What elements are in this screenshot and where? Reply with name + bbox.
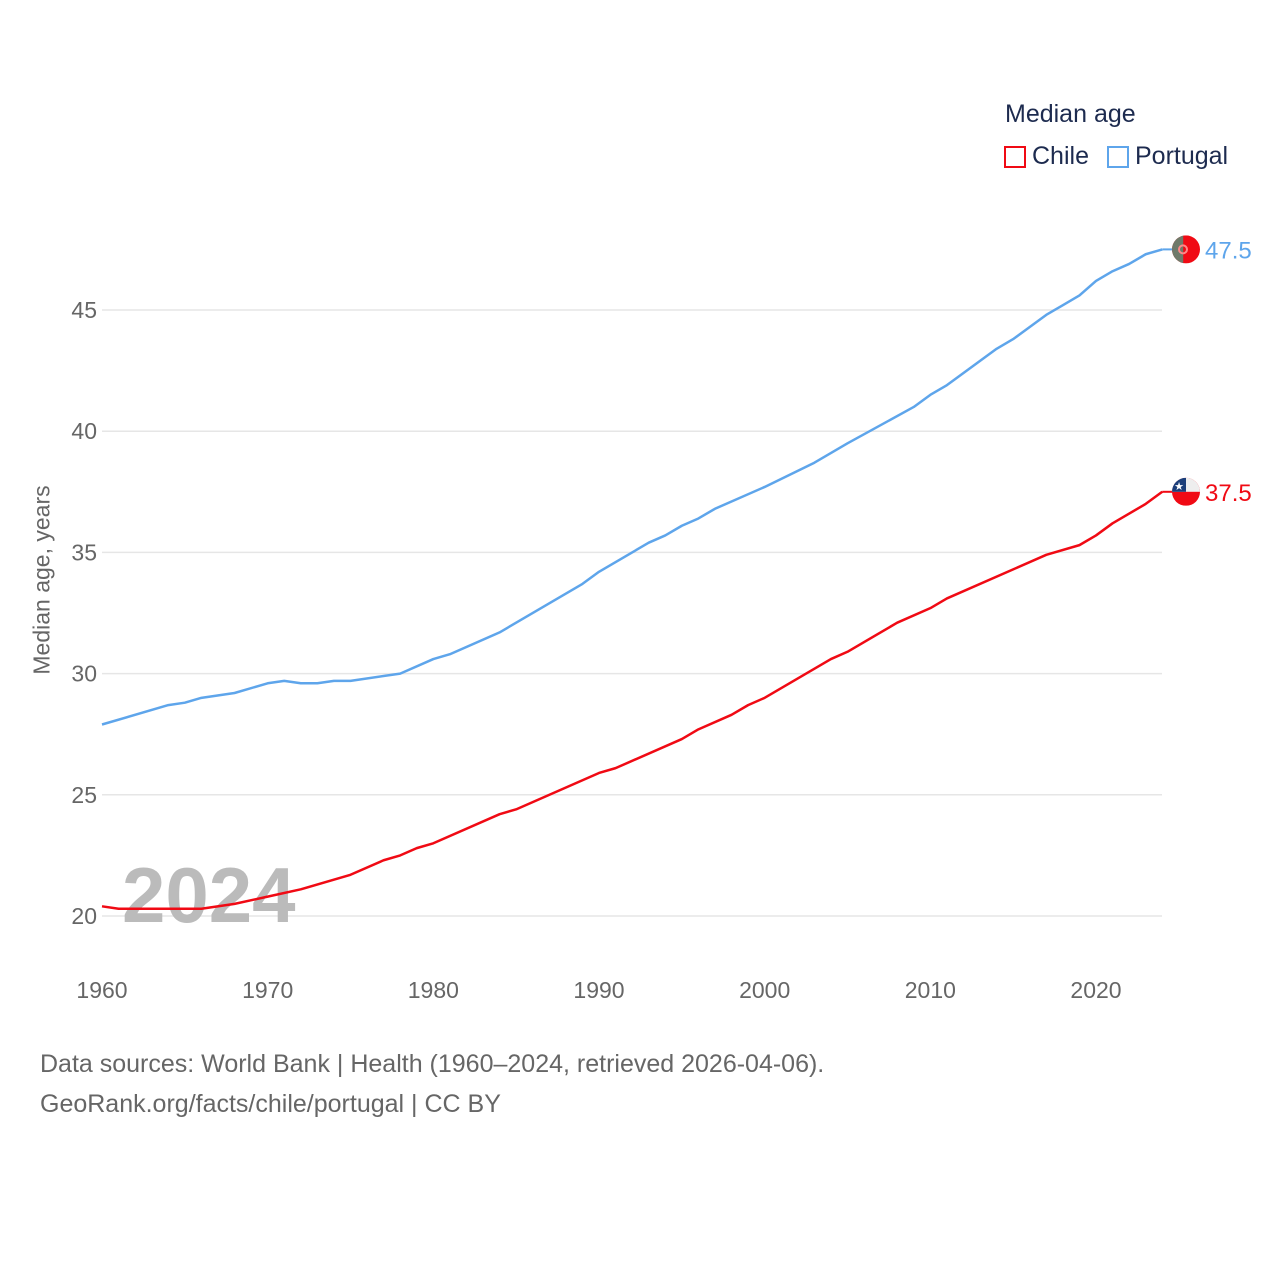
legend-swatch-portugal xyxy=(1106,145,1129,168)
y-tick-label: 30 xyxy=(71,661,97,687)
legend-item-portugal[interactable]: Portugal xyxy=(1106,142,1229,171)
series-end-label-portugal: 47.5 xyxy=(1205,237,1252,264)
x-tick-label: 2010 xyxy=(905,977,956,1003)
legend: Chile Portugal xyxy=(1004,142,1228,171)
source-note: Data sources: World Bank | Health (1960–… xyxy=(40,1044,824,1124)
source-line-1: Data sources: World Bank | Health (1960–… xyxy=(40,1050,825,1078)
y-tick-label: 20 xyxy=(71,903,97,929)
series-line-chile xyxy=(101,490,1164,910)
flag-portugal-icon xyxy=(1172,235,1200,264)
svg-text:★: ★ xyxy=(1174,481,1184,493)
x-tick-label: 1980 xyxy=(408,977,459,1003)
flag-chile-icon: ★ xyxy=(1172,477,1200,506)
x-tick-label: 2020 xyxy=(1070,977,1121,1003)
year-watermark: 2024 xyxy=(122,851,296,939)
series-line-portugal xyxy=(101,248,1163,726)
legend-label-portugal: Portugal xyxy=(1134,142,1229,170)
legend-swatch-chile xyxy=(1004,145,1026,168)
legend-item-chile[interactable]: Chile xyxy=(1004,142,1089,171)
legend-title: Median age xyxy=(1005,100,1136,128)
x-tick-label: 1970 xyxy=(242,977,293,1003)
y-tick-label: 45 xyxy=(71,297,97,323)
y-tick-label: 35 xyxy=(71,539,97,565)
y-tick-label: 40 xyxy=(71,418,97,444)
legend-label-chile: Chile xyxy=(1032,142,1089,170)
series-end-label-chile: 37.5 xyxy=(1205,480,1252,507)
x-tick-label: 1960 xyxy=(76,977,127,1003)
source-line-2[interactable]: GeoRank.org/facts/chile/portugal | CC BY xyxy=(40,1090,501,1118)
x-tick-label: 2000 xyxy=(739,977,790,1003)
y-tick-label: 25 xyxy=(71,782,97,808)
y-axis-label: Median age, years xyxy=(28,485,55,675)
x-tick-label: 1990 xyxy=(573,977,624,1003)
